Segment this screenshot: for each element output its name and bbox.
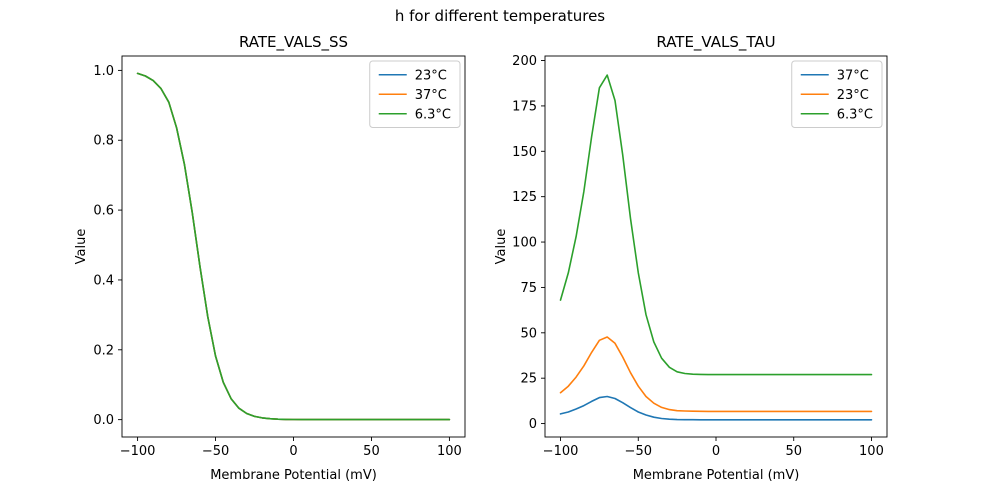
chart-title-tau: RATE_VALS_TAU <box>656 33 775 52</box>
series-line-tau-23°C <box>559 336 873 413</box>
x-tick-label: −50 <box>202 444 229 459</box>
axes-ss: −100 −50 0 50 100 0.0 0.2 0.4 0.6 0.8 1.0 RATE_VALS… <box>74 33 466 483</box>
y-tick-label: 0.8 <box>93 134 114 149</box>
y-tick-label: 0.0 <box>93 413 114 428</box>
y-tick-label: 175 <box>512 99 537 114</box>
x-tick-label: 100 <box>437 444 462 459</box>
x-tick-label: 100 <box>859 444 884 459</box>
y-tick-label: 100 <box>512 236 537 251</box>
x-tick-label: −50 <box>625 444 652 459</box>
series-line-ss-6.3°C <box>136 72 451 421</box>
y-tick-label: 150 <box>512 145 537 160</box>
y-tick-label: 200 <box>512 54 537 69</box>
y-tick-label: 50 <box>520 326 537 341</box>
y-tick-label: 0.6 <box>93 204 114 219</box>
legend-label: 23°C <box>837 88 869 103</box>
x-tick-label: −100 <box>543 444 579 459</box>
legend-label: 6.3°C <box>837 107 873 122</box>
legend-ss: 23°C 37°C 6.3°C <box>369 60 461 128</box>
x-axis-label: Membrane Potential (mV) <box>633 468 800 483</box>
y-axis-label: Value <box>74 229 89 265</box>
x-tick-label: 50 <box>785 444 802 459</box>
y-tick-label: 0 <box>529 417 537 432</box>
series-line-tau-6.3°C <box>559 74 873 376</box>
legend-label: 23°C <box>415 68 447 83</box>
x-tick-label: −100 <box>120 444 156 459</box>
axes-tau: −100 −50 0 50 100 0 25 50 75 100 125 150 175 200 RATE_… <box>494 33 888 483</box>
y-tick-label: 1.0 <box>93 64 114 79</box>
x-tick-label: 50 <box>363 444 380 459</box>
series-line-tau-37°C <box>559 395 873 421</box>
figure-title: h for different temperatures <box>394 7 606 25</box>
y-tick-label: 75 <box>520 281 537 296</box>
x-tick-label: 0 <box>289 444 297 459</box>
legend-label: 6.3°C <box>415 107 451 122</box>
chart-title-ss: RATE_VALS_SS <box>239 33 348 52</box>
y-axis-label: Value <box>494 229 509 265</box>
x-axis-label: Membrane Potential (mV) <box>210 468 377 483</box>
legend-label: 37°C <box>415 88 447 103</box>
legend-tau: 37°C 23°C 6.3°C <box>791 60 883 128</box>
y-tick-label: 0.4 <box>93 273 114 288</box>
legend-frame <box>369 60 461 128</box>
y-tick-label: 0.2 <box>93 343 114 358</box>
y-tick-label: 25 <box>520 372 537 387</box>
y-tick-label: 125 <box>512 190 537 205</box>
x-tick-label: 0 <box>712 444 720 459</box>
legend-frame <box>791 60 883 128</box>
legend-label: 37°C <box>837 68 869 83</box>
